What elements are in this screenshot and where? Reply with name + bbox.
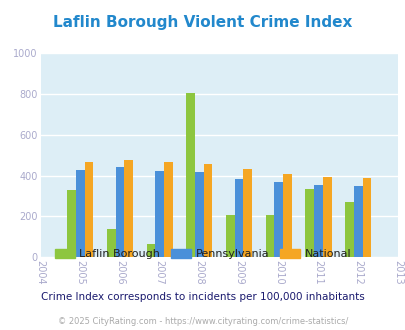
Bar	[234, 179, 243, 257]
Bar	[67, 190, 76, 257]
Bar	[107, 229, 115, 257]
Text: Crime Index corresponds to incidents per 100,000 inhabitants: Crime Index corresponds to incidents per…	[41, 292, 364, 302]
Bar	[146, 244, 155, 257]
Bar	[362, 178, 370, 257]
Bar	[115, 167, 124, 257]
Bar	[124, 160, 133, 257]
Bar	[164, 162, 173, 257]
Bar	[313, 185, 322, 257]
Legend: Laflin Borough, Pennsylvania, National: Laflin Borough, Pennsylvania, National	[50, 244, 355, 263]
Bar	[322, 177, 331, 257]
Text: © 2025 CityRating.com - https://www.cityrating.com/crime-statistics/: © 2025 CityRating.com - https://www.city…	[58, 317, 347, 326]
Bar	[155, 172, 164, 257]
Bar	[226, 215, 234, 257]
Bar	[194, 173, 203, 257]
Bar	[85, 162, 93, 257]
Bar	[274, 182, 282, 257]
Text: Laflin Borough Violent Crime Index: Laflin Borough Violent Crime Index	[53, 15, 352, 30]
Bar	[353, 186, 362, 257]
Bar	[305, 189, 313, 257]
Bar	[76, 170, 85, 257]
Bar	[186, 93, 194, 257]
Bar	[203, 164, 212, 257]
Bar	[243, 169, 252, 257]
Bar	[344, 202, 353, 257]
Bar	[282, 174, 291, 257]
Bar	[265, 215, 274, 257]
